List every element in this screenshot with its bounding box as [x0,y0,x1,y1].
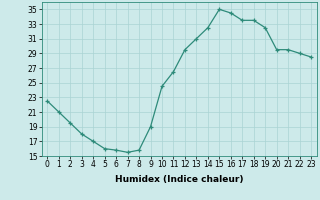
X-axis label: Humidex (Indice chaleur): Humidex (Indice chaleur) [115,175,244,184]
